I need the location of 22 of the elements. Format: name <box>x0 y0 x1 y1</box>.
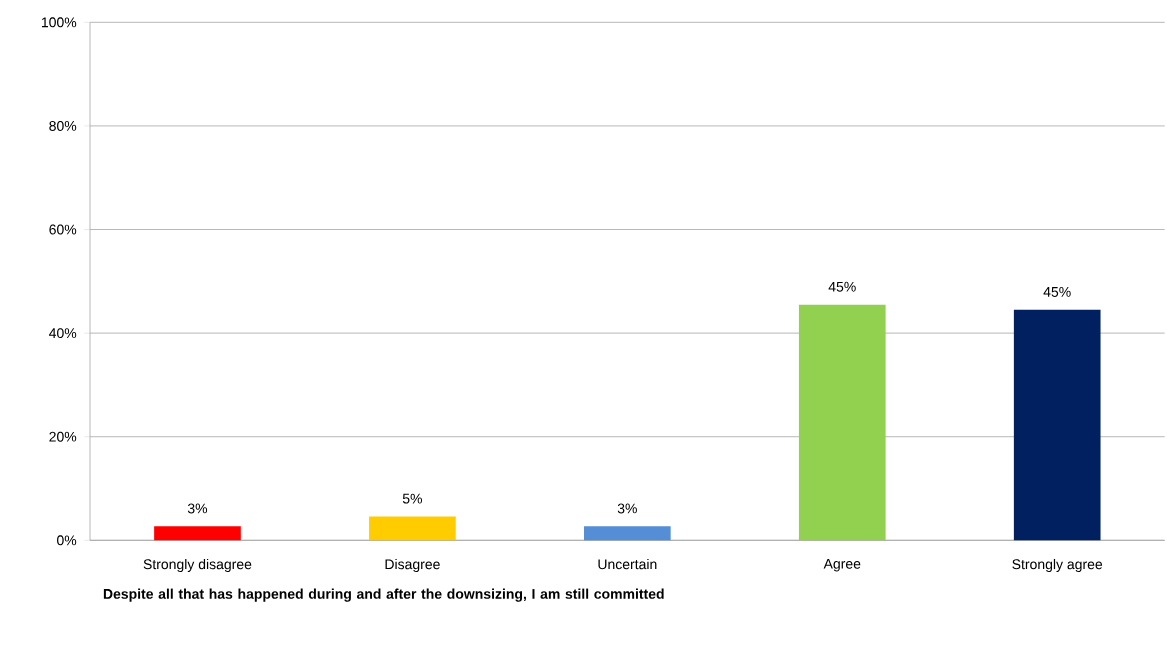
y-tick-label: 80% <box>49 120 77 131</box>
y-tick-label: 60% <box>49 224 77 235</box>
bar <box>369 516 456 541</box>
x-tick-label: Agree <box>823 558 861 572</box>
y-tick-label: 40% <box>49 328 77 339</box>
data-label: 45% <box>1043 287 1071 297</box>
bar <box>154 526 241 541</box>
data-label: 3% <box>187 503 208 514</box>
x-tick-label: Disagree <box>385 558 440 572</box>
y-tick-label: 0% <box>57 535 77 546</box>
x-axis-title: Despite all that has happened during and after the downsizing, I am still committed <box>103 588 664 602</box>
y-tick-label: 100% <box>41 17 77 28</box>
data-label: 5% <box>402 493 423 504</box>
data-label: 3% <box>617 503 637 514</box>
bar <box>1013 309 1101 541</box>
data-label: 45% <box>828 281 856 292</box>
x-tick-label: Strongly agree <box>1012 558 1103 572</box>
y-tick-label: 20% <box>49 431 77 442</box>
x-tick-label: Uncertain <box>598 558 657 570</box>
x-tick-label: Strongly disagree <box>143 558 252 572</box>
bar <box>798 304 886 541</box>
bar <box>584 526 671 541</box>
